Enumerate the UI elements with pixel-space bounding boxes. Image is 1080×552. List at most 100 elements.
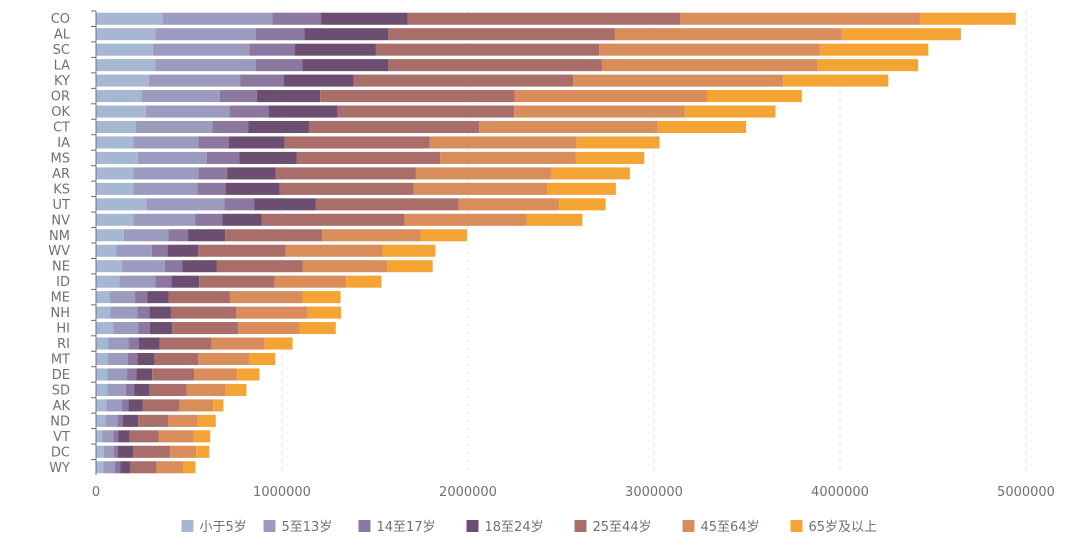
bar-segment[interactable] bbox=[353, 74, 574, 87]
bar-segment[interactable] bbox=[172, 322, 239, 335]
bar-segment[interactable] bbox=[170, 445, 197, 458]
bar-segment[interactable] bbox=[107, 383, 126, 396]
bar-segment[interactable] bbox=[817, 59, 919, 72]
bar-segment[interactable] bbox=[551, 167, 630, 180]
bar-segment[interactable] bbox=[118, 430, 130, 443]
bar-segment[interactable] bbox=[219, 90, 257, 103]
bar-segment[interactable] bbox=[315, 198, 459, 211]
bar-segment[interactable] bbox=[96, 244, 117, 257]
bar-segment[interactable] bbox=[783, 74, 889, 87]
bar-segment[interactable] bbox=[149, 306, 171, 319]
bar-segment[interactable] bbox=[420, 229, 468, 242]
bar-segment[interactable] bbox=[224, 198, 255, 211]
bar-segment[interactable] bbox=[96, 151, 138, 164]
bar-segment[interactable] bbox=[227, 167, 276, 180]
bar-segment[interactable] bbox=[162, 12, 273, 25]
bar-segment[interactable] bbox=[96, 368, 108, 381]
bar-segment[interactable] bbox=[96, 90, 142, 103]
bar-segment[interactable] bbox=[274, 275, 347, 288]
legend-item[interactable]: 14至17岁 bbox=[358, 520, 436, 535]
bar-segment[interactable] bbox=[236, 306, 308, 319]
bar-segment[interactable] bbox=[479, 120, 658, 134]
bar-segment[interactable] bbox=[195, 213, 223, 226]
bar-segment[interactable] bbox=[96, 198, 147, 211]
bar-segment[interactable] bbox=[119, 275, 156, 288]
bar-segment[interactable] bbox=[212, 120, 249, 134]
bar-segment[interactable] bbox=[238, 322, 300, 335]
bar-segment[interactable] bbox=[186, 383, 226, 396]
bar-segment[interactable] bbox=[116, 244, 152, 257]
bar-segment[interactable] bbox=[151, 244, 168, 257]
bar-segment[interactable] bbox=[159, 337, 212, 350]
bar-segment[interactable] bbox=[198, 352, 250, 366]
bar-segment[interactable] bbox=[156, 461, 184, 474]
bar-segment[interactable] bbox=[134, 383, 150, 396]
bar-segment[interactable] bbox=[225, 229, 322, 242]
bar-segment[interactable] bbox=[96, 74, 150, 87]
bar-segment[interactable] bbox=[96, 28, 156, 41]
bar-segment[interactable] bbox=[96, 105, 146, 118]
bar-segment[interactable] bbox=[841, 28, 961, 41]
bar-segment[interactable] bbox=[254, 198, 316, 211]
bar-segment[interactable] bbox=[145, 105, 230, 118]
bar-segment[interactable] bbox=[133, 182, 198, 195]
bar-segment[interactable] bbox=[188, 229, 226, 242]
bar-segment[interactable] bbox=[193, 430, 211, 443]
bar-segment[interactable] bbox=[404, 213, 527, 226]
bar-segment[interactable] bbox=[103, 461, 115, 474]
bar-segment[interactable] bbox=[102, 430, 114, 443]
bar-segment[interactable] bbox=[154, 352, 199, 366]
bar-segment[interactable] bbox=[321, 12, 408, 25]
bar-segment[interactable] bbox=[96, 120, 136, 134]
bar-segment[interactable] bbox=[284, 136, 430, 149]
bar-segment[interactable] bbox=[296, 151, 441, 164]
bar-segment[interactable] bbox=[225, 182, 280, 195]
bar-segment[interactable] bbox=[96, 414, 106, 427]
bar-segment[interactable] bbox=[122, 260, 165, 273]
bar-segment[interactable] bbox=[155, 275, 172, 288]
bar-segment[interactable] bbox=[117, 414, 123, 427]
bar-segment[interactable] bbox=[96, 136, 134, 149]
bar-segment[interactable] bbox=[152, 368, 195, 381]
bar-segment[interactable] bbox=[122, 414, 139, 427]
bar-segment[interactable] bbox=[130, 461, 157, 474]
bar-segment[interactable] bbox=[197, 414, 216, 427]
bar-segment[interactable] bbox=[302, 291, 341, 304]
bar-segment[interactable] bbox=[158, 430, 194, 443]
bar-segment[interactable] bbox=[199, 275, 275, 288]
bar-segment[interactable] bbox=[337, 105, 515, 118]
bar-segment[interactable] bbox=[96, 43, 153, 56]
bar-segment[interactable] bbox=[167, 414, 198, 427]
bar-segment[interactable] bbox=[249, 352, 276, 366]
bar-segment[interactable] bbox=[229, 291, 303, 304]
bar-segment[interactable] bbox=[320, 90, 515, 103]
bar-segment[interactable] bbox=[285, 244, 383, 257]
bar-segment[interactable] bbox=[222, 213, 262, 226]
bar-segment[interactable] bbox=[819, 43, 929, 56]
legend-item[interactable]: 18至24岁 bbox=[466, 520, 544, 535]
bar-segment[interactable] bbox=[168, 229, 189, 242]
bar-segment[interactable] bbox=[128, 337, 139, 350]
bar-segment[interactable] bbox=[576, 136, 660, 149]
bar-segment[interactable] bbox=[211, 337, 265, 350]
bar-segment[interactable] bbox=[197, 182, 226, 195]
bar-segment[interactable] bbox=[283, 74, 354, 87]
bar-segment[interactable] bbox=[458, 198, 560, 211]
bar-segment[interactable] bbox=[96, 59, 156, 72]
bar-segment[interactable] bbox=[96, 399, 107, 412]
bar-segment[interactable] bbox=[114, 461, 121, 474]
bar-segment[interactable] bbox=[133, 213, 196, 226]
bar-segment[interactable] bbox=[256, 90, 321, 103]
bar-segment[interactable] bbox=[213, 399, 224, 412]
bar-segment[interactable] bbox=[237, 368, 260, 381]
bar-segment[interactable] bbox=[272, 12, 322, 25]
bar-segment[interactable] bbox=[96, 12, 163, 25]
bar-segment[interactable] bbox=[302, 59, 389, 72]
bar-segment[interactable] bbox=[164, 260, 183, 273]
bar-segment[interactable] bbox=[573, 74, 784, 87]
bar-segment[interactable] bbox=[96, 167, 134, 180]
bar-segment[interactable] bbox=[113, 430, 119, 443]
legend-item[interactable]: 25至44岁 bbox=[574, 520, 652, 535]
bar-segment[interactable] bbox=[255, 28, 305, 41]
bar-segment[interactable] bbox=[108, 352, 128, 366]
